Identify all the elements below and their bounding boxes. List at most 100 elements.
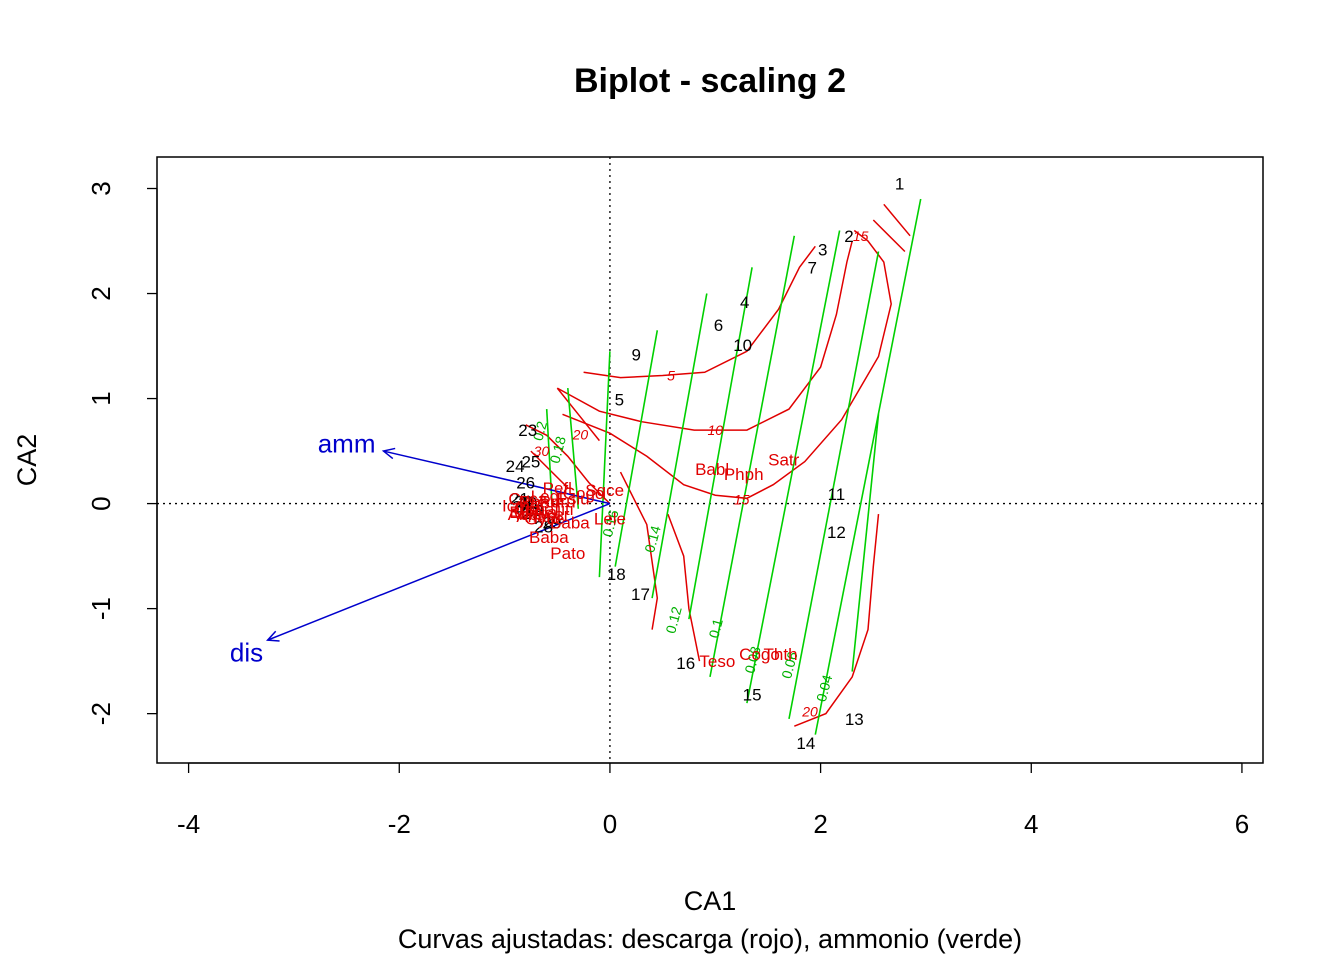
ammonium-contour-label: 0.1 <box>705 617 726 640</box>
species-label: Baba <box>529 528 569 547</box>
vector-arrow-dis <box>267 502 611 641</box>
discharge-contour <box>872 219 906 253</box>
y-tick-label: 3 <box>86 181 116 195</box>
y-tick-label: 0 <box>86 496 116 510</box>
y-tick-label: 1 <box>86 391 116 405</box>
species-label: Alal <box>533 503 561 522</box>
site-label: 4 <box>740 293 749 312</box>
species-label: Sqce <box>585 481 624 500</box>
species-label: Scer <box>535 505 570 524</box>
site-label: 29 <box>543 513 562 532</box>
discharge-contour-label: 20 <box>801 704 818 720</box>
site-label: 6 <box>714 316 723 335</box>
discharge-contour <box>583 245 816 379</box>
ammonium-contour <box>788 251 880 720</box>
species-label: Pefl <box>543 479 572 498</box>
ammonium-contour <box>709 235 796 678</box>
ammonium-contour <box>651 293 708 599</box>
site-label: 7 <box>807 258 816 277</box>
site-label: 26 <box>516 474 535 493</box>
x-tick-label: -4 <box>177 809 200 839</box>
x-tick-label: 2 <box>813 809 827 839</box>
site-label: 17 <box>631 585 650 604</box>
x-tick-label: -2 <box>388 809 411 839</box>
species-label: Ruru <box>539 492 576 511</box>
y-tick-label: 2 <box>86 286 116 300</box>
ammonium-contour-label: 0.16 <box>599 508 622 539</box>
site-label: 16 <box>676 654 695 673</box>
ammonium-contour <box>567 388 580 509</box>
ammonium-contour <box>688 267 753 620</box>
vector-arrowhead-amm <box>381 447 396 460</box>
site-label: 1 <box>895 174 904 193</box>
site-label: 23 <box>518 421 537 440</box>
ammonium-contour-label: 0.08 <box>741 644 764 675</box>
discharge-contour-label: 15 <box>734 491 750 507</box>
ammonium-contour-label: 0.2 <box>530 419 551 442</box>
contour-labels: 5 10 15 15 20 30 20 0.16 0.14 0.12 0.1 0.08 0.06 0.04… <box>530 228 869 720</box>
ammonium-contour <box>545 409 553 504</box>
vector-arrowhead-dis <box>265 630 280 642</box>
site-label: 25 <box>521 453 540 472</box>
ammonium-contour <box>851 414 880 672</box>
species-label: Blbj <box>509 503 537 522</box>
discharge-contour-label: 15 <box>853 228 869 244</box>
discharge-contour <box>556 387 600 442</box>
discharge-contour <box>530 450 569 489</box>
discharge-contour <box>667 513 701 662</box>
species-label: Satr <box>768 450 800 469</box>
site-label: 20 <box>514 492 533 511</box>
x-axis: -4 -2 0 2 4 6 <box>177 762 1249 839</box>
site-label: 11 <box>828 485 846 504</box>
site-label: 24 <box>506 457 525 476</box>
site-label: 12 <box>827 523 846 542</box>
species-label: Gyce <box>525 509 565 528</box>
vector-label-amm: amm <box>318 429 376 459</box>
discharge-contour <box>619 471 659 630</box>
x-axis-label: CA1 <box>684 886 737 916</box>
y-axis-label: CA2 <box>12 434 42 487</box>
ammonium-contour-lines <box>545 198 922 735</box>
ammonium-contour-label: 0.12 <box>662 604 685 635</box>
environmental-vectors: amm dis <box>230 429 611 668</box>
site-label: 28 <box>534 518 553 537</box>
ammonium-contour <box>746 230 841 704</box>
species-label: Chna <box>514 500 555 519</box>
x-tick-label: 6 <box>1235 809 1249 839</box>
x-tick-label: 0 <box>603 809 617 839</box>
site-label: 13 <box>845 710 864 729</box>
y-tick-label: -2 <box>86 702 116 725</box>
ammonium-contour-label: 0.06 <box>778 650 801 681</box>
species-label: Cyca <box>508 489 547 508</box>
species-label: Abbr <box>508 505 544 524</box>
discharge-contour <box>794 514 880 727</box>
site-label: 10 <box>733 336 752 355</box>
discharge-contour-lines <box>525 203 911 727</box>
site-label: 15 <box>743 686 762 705</box>
discharge-contour <box>883 203 911 237</box>
site-label: 19 <box>525 501 544 520</box>
site-label: 14 <box>796 734 815 753</box>
species-label: Lele <box>594 509 626 528</box>
vector-label-dis: dis <box>230 638 263 668</box>
species-label: Baba <box>550 513 590 532</box>
species-label: Thth <box>764 645 798 664</box>
species-label: Cogo <box>739 645 780 664</box>
species-label: Legi <box>531 487 563 506</box>
site-label: 30 <box>518 494 537 513</box>
discharge-contour-label: 10 <box>707 422 723 438</box>
ammonium-contour-label: 0.04 <box>813 673 836 704</box>
site-label: 21 <box>510 489 529 508</box>
species-label: Phph <box>724 465 764 484</box>
site-label: 18 <box>607 565 626 584</box>
species-label: Gogo <box>563 484 605 503</box>
species-label: Teso <box>699 652 735 671</box>
discharge-contour-label: 20 <box>572 426 589 442</box>
discharge-contour-label: 5 <box>667 367 675 383</box>
site-label: 9 <box>632 345 641 364</box>
species-label: Icme <box>502 497 539 516</box>
ammonium-contour <box>814 198 922 735</box>
